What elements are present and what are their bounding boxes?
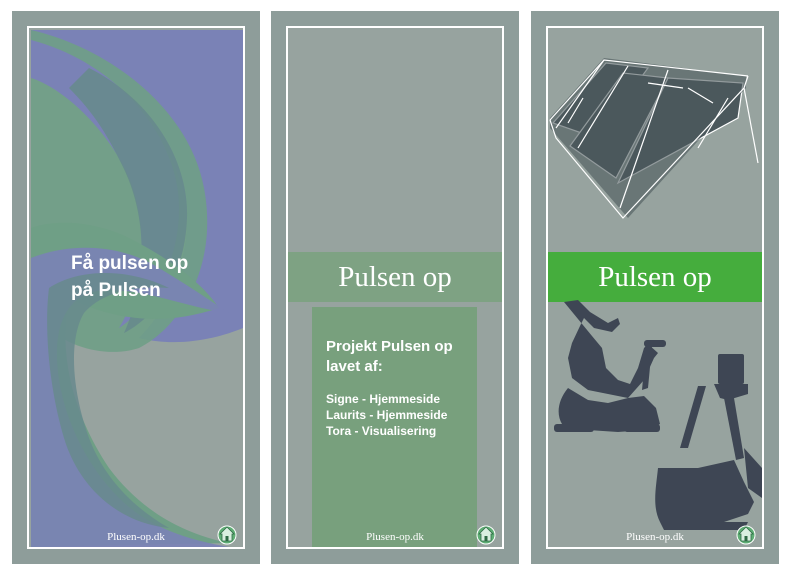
credits-title-line: lavet af: (326, 358, 383, 375)
headline-line: på Pulsen (71, 280, 161, 301)
website-footer: Plusen-op.dk (366, 531, 424, 543)
title-band: Pulsen op (548, 252, 762, 302)
website-footer: Plusen-op.dk (107, 531, 165, 543)
house-logo-icon (217, 525, 237, 545)
brochure-panel-cover: Få pulsen op på Pulsen Plusen-op.dk (12, 11, 260, 564)
treadmill-silhouette (655, 354, 762, 530)
credits-title: Projekt Pulsen op lavet af: (326, 337, 477, 377)
panel-inner: Få pulsen op på Pulsen Plusen-op.dk (27, 26, 245, 549)
house-logo-icon (736, 525, 756, 545)
exercise-bike-silhouette (554, 300, 666, 432)
house-logo-icon (476, 525, 496, 545)
title-band: Pulsen op (288, 252, 502, 302)
credits-title-line: Projekt Pulsen op (326, 338, 453, 355)
swirl-graphic (31, 30, 243, 547)
credit-item: Signe - Hjemmeside (326, 392, 441, 406)
credits-list: Signe - Hjemmeside Laurits - Hjemmeside … (326, 391, 477, 439)
cover-headline: Få pulsen op på Pulsen (71, 250, 231, 304)
credit-item: Laurits - Hjemmeside (326, 408, 448, 422)
solar-panel-graphic (549, 58, 759, 219)
panel-inner: Pulsen op Plusen-op.d (546, 26, 764, 549)
website-footer: Plusen-op.dk (626, 531, 684, 543)
headline-line: Få pulsen op (71, 253, 189, 274)
credits-box: Projekt Pulsen op lavet af: Signe - Hjem… (312, 307, 477, 547)
panel-inner: Pulsen op Projekt Pulsen op lavet af: Si… (286, 26, 504, 549)
brochure-panel-equipment: Pulsen op Plusen-op.d (531, 11, 779, 564)
brochure-panel-credits: Pulsen op Projekt Pulsen op lavet af: Si… (271, 11, 519, 564)
credit-item: Tora - Visualisering (326, 424, 437, 438)
